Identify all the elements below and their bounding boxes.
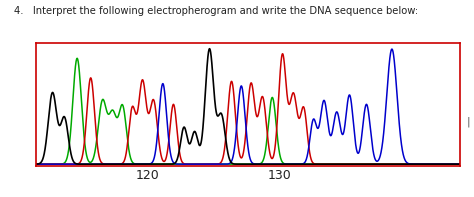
Text: |: | bbox=[467, 117, 471, 127]
Text: 4.   Interpret the following electropherogram and write the DNA sequence below:: 4. Interpret the following electropherog… bbox=[14, 6, 419, 16]
